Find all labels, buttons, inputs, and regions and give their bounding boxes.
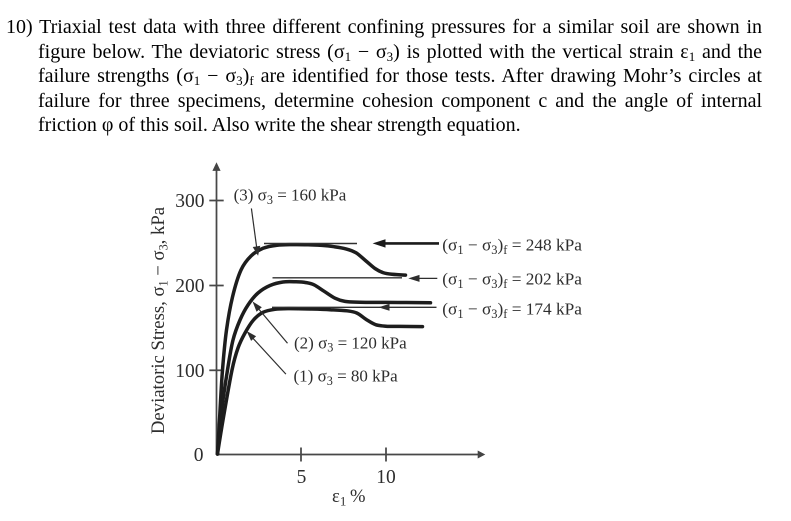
svg-text:(1) σ3 = 80 kPa: (1) σ3 = 80 kPa [294, 367, 399, 388]
svg-text:(σ1 − σ3)f = 248 kPa: (σ1 − σ3)f = 248 kPa [442, 236, 582, 258]
svg-text:300: 300 [175, 191, 204, 212]
svg-text:(3) σ3 = 160 kPa: (3) σ3 = 160 kPa [234, 186, 347, 207]
svg-text:Deviatoric Stress, σ1 − σ3, kP: Deviatoric Stress, σ1 − σ3, kPa [148, 206, 170, 434]
svg-text:0: 0 [194, 445, 204, 466]
svg-text:(σ1 − σ3)f = 174 kPa: (σ1 − σ3)f = 174 kPa [442, 300, 582, 322]
svg-text:200: 200 [175, 276, 204, 297]
svg-text:100: 100 [175, 361, 204, 382]
svg-text:(2) σ3 = 120 kPa: (2) σ3 = 120 kPa [294, 333, 407, 354]
svg-text:(σ1 − σ3)f = 202 kPa: (σ1 − σ3)f = 202 kPa [442, 270, 582, 292]
svg-text:ε1 %: ε1 % [332, 486, 366, 509]
svg-text:10: 10 [376, 467, 396, 488]
svg-text:5: 5 [297, 467, 307, 488]
